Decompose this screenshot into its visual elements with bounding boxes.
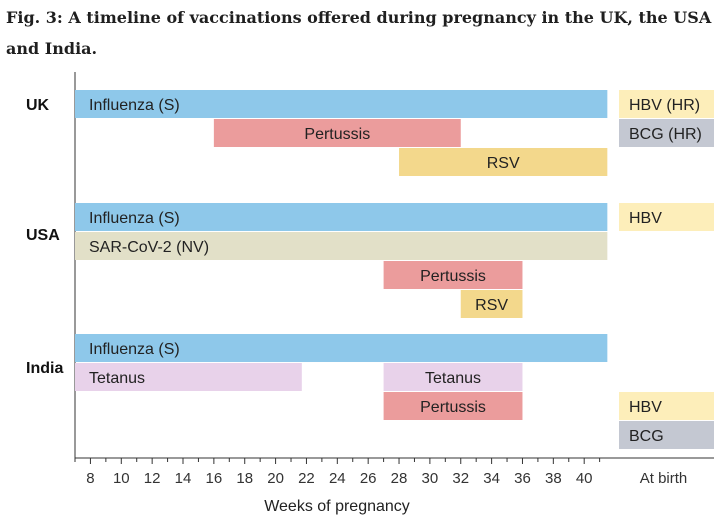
birth-bar-uk-hbv-hr [619,90,714,118]
bar-uk-rsv-0 [399,148,608,176]
bar-usa-pertussis-0 [383,261,523,289]
x-tick-label: 16 [206,470,223,487]
birth-axis-label: At birth [640,470,688,487]
x-tick-label: 22 [298,470,315,487]
birth-label-usa-hbv: HBV [629,210,662,227]
x-tick-label: 10 [113,470,130,487]
birth-bar-india-hbv [619,392,714,420]
bar-india-tetanus-0 [75,363,302,391]
x-tick-label: 34 [483,470,500,487]
country-label-usa: USA [26,227,60,244]
bar-label-usa-influenza-s: Influenza (S) [89,210,180,227]
bar-usa-sar-cov-2-nv-0 [75,232,608,260]
bar-label-india-pertussis: Pertussis [420,399,486,416]
bar-india-pertussis-0 [383,392,523,420]
country-label-india: India [26,360,63,377]
x-tick-label: 12 [144,470,161,487]
x-tick-label: 8 [86,470,94,487]
country-label-uk: UK [26,97,50,114]
bar-uk-influenza-s-0 [75,90,608,118]
bar-usa-influenza-s-0 [75,203,608,231]
birth-label-uk-bcg-hr: BCG (HR) [629,126,702,143]
bar-label-usa-pertussis: Pertussis [420,268,486,285]
bar-label-uk-pertussis: Pertussis [304,126,370,143]
birth-bar-uk-bcg-hr [619,119,714,147]
x-tick-label: 14 [175,470,192,487]
birth-label-uk-hbv-hr: HBV (HR) [629,97,700,114]
x-tick-label: 30 [422,470,439,487]
bar-label-uk-rsv: RSV [487,155,520,172]
bar-label-india-tetanus: Tetanus [89,370,145,387]
birth-label-india-hbv: HBV [629,399,662,416]
x-tick-label: 38 [545,470,562,487]
bar-label-india-influenza-s: Influenza (S) [89,341,180,358]
bars-layer [75,90,714,449]
x-tick-label: 32 [452,470,469,487]
x-tick-label: 36 [514,470,531,487]
bar-label-india-tetanus: Tetanus [425,370,481,387]
x-tick-label: 24 [329,470,346,487]
labels-layer: UK Influenza (S) HBV (HR) Pertussis BCG (HR)… [26,97,702,445]
x-tick-label: 28 [391,470,408,487]
bar-india-influenza-s-0 [75,334,608,362]
bar-label-usa-sar-cov-2-nv: SAR-CoV-2 (NV) [89,239,209,256]
x-tick-label: 40 [576,470,593,487]
x-tick-label: 20 [267,470,284,487]
birth-bar-india-bcg [619,421,714,449]
bar-uk-pertussis-0 [213,119,461,147]
birth-bar-usa-hbv [619,203,714,231]
x-axis-label: Weeks of pregnancy [264,498,410,515]
bar-usa-rsv-0 [460,290,523,318]
figure-title: Fig. 3: A timeline of vaccinations offer… [6,8,712,58]
bar-india-tetanus-1 [383,363,523,391]
x-tick-label: 26 [360,470,377,487]
x-tick-label: 18 [236,470,253,487]
birth-label-india-bcg: BCG [629,428,664,445]
bar-label-usa-rsv: RSV [475,297,508,314]
bar-label-uk-influenza-s: Influenza (S) [89,97,180,114]
axis-layer: 8 10 12 14 16 18 20 22 24 26 28 30 32 34 36 38 40 At birt… [74,458,688,487]
